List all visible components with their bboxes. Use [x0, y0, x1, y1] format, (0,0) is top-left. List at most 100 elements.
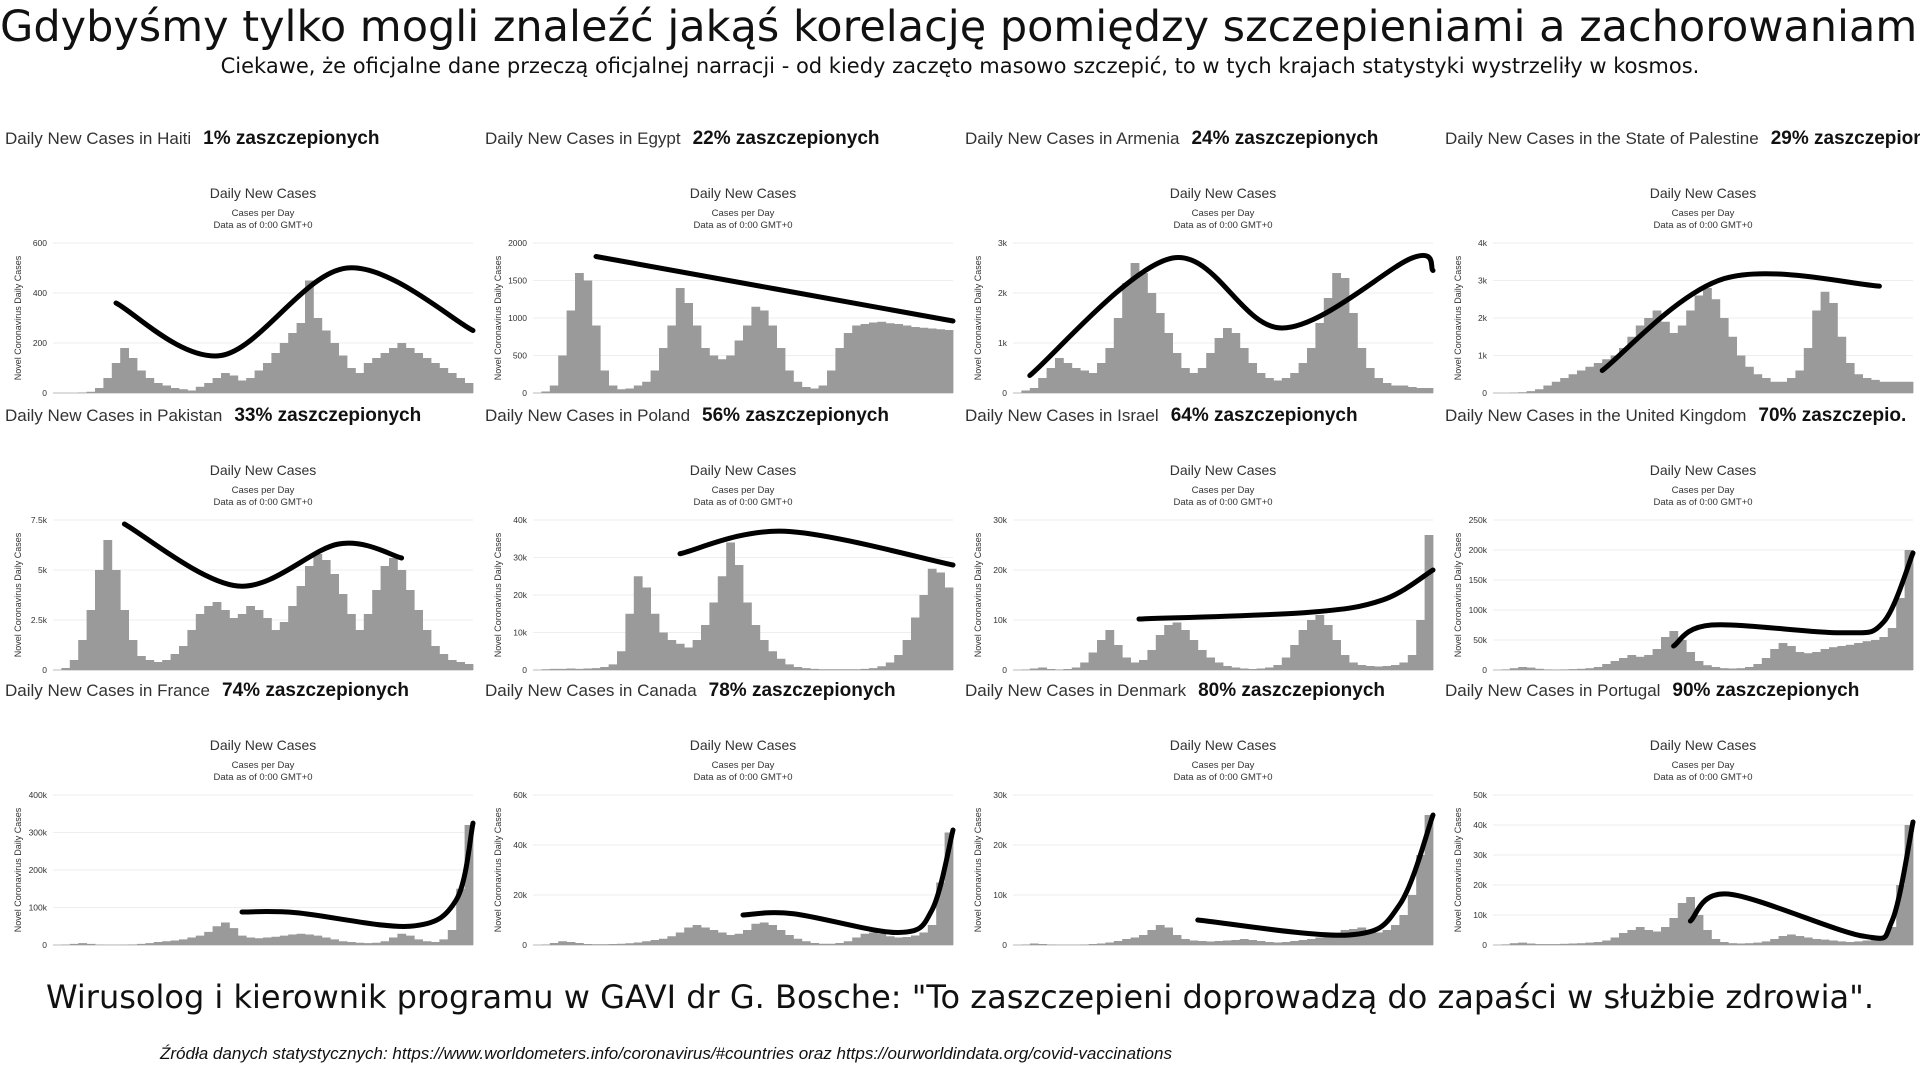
bar	[709, 930, 719, 945]
chart-title: Daily New Cases	[210, 462, 317, 478]
bar	[464, 383, 474, 393]
y-tick-label: 40k	[513, 840, 527, 850]
chart-panel: Daily New Cases in the State of Palestin…	[1445, 128, 1920, 398]
bar	[1619, 348, 1628, 393]
bar	[246, 606, 255, 670]
y-tick-label: 20k	[513, 890, 527, 900]
bar	[608, 385, 618, 393]
chart-title: Daily New Cases	[690, 462, 797, 478]
bar	[1761, 378, 1771, 393]
bar	[1862, 641, 1872, 670]
bar	[1778, 936, 1788, 945]
bar	[558, 355, 567, 393]
bar	[894, 655, 903, 670]
bar	[397, 933, 407, 945]
y-tick-label: 0	[42, 940, 47, 950]
bar	[617, 943, 626, 945]
chart-note: Data as of 0:00 GMT+0	[1653, 497, 1752, 508]
vaccination-rate: 22% zaszczepionych	[692, 128, 880, 149]
bar	[1535, 668, 1544, 670]
bar	[1703, 665, 1712, 670]
chart-country-label: Daily New Cases in France 74% zaszczepion…	[5, 680, 409, 702]
bar	[1029, 943, 1039, 945]
bar	[1214, 338, 1224, 393]
bar	[1197, 650, 1207, 670]
y-axis-label: Novel Coronavirus Daily Cases	[13, 255, 23, 380]
trend-line	[1136, 567, 1436, 622]
bar	[414, 353, 423, 393]
bar	[380, 941, 390, 945]
vaccination-rate: 56% zaszczepionych	[702, 405, 889, 426]
bar	[1509, 668, 1519, 670]
bar	[633, 942, 643, 945]
bar	[927, 925, 937, 945]
bar	[1568, 669, 1578, 670]
bar	[717, 932, 727, 945]
chart-subtitle: Cases per Day	[1672, 760, 1735, 771]
bar	[179, 939, 188, 945]
chart-panel: Daily New Cases in France 74% zaszczepion…	[5, 680, 476, 950]
bar	[1265, 378, 1274, 393]
y-axis-label: Novel Coronavirus Daily Cases	[493, 807, 503, 932]
trend-line	[1027, 253, 1436, 378]
bar	[1627, 930, 1637, 945]
y-tick-label: 0	[42, 665, 47, 675]
bar	[944, 587, 954, 670]
bar	[583, 668, 593, 670]
y-tick-label: 1500	[508, 276, 527, 286]
chart-subtitle: Cases per Day	[1192, 760, 1255, 771]
vaccination-rate: 90% zaszczepionych	[1672, 680, 1860, 701]
bar	[549, 385, 559, 393]
bar	[1172, 935, 1182, 945]
bar	[330, 939, 339, 945]
bar	[1197, 368, 1207, 393]
bar	[1248, 363, 1257, 393]
chart-note: Data as of 0:00 GMT+0	[693, 220, 792, 231]
bar	[717, 359, 727, 393]
chart-country-label: Daily New Cases in Pakistan 33% zaszczepi…	[5, 405, 421, 427]
bar	[919, 327, 929, 393]
bar	[212, 378, 222, 393]
bar	[305, 566, 314, 670]
bar	[1568, 374, 1578, 393]
bar	[321, 330, 331, 393]
vaccination-rate: 80% zaszczepionych	[1198, 680, 1385, 701]
bar	[1189, 940, 1199, 945]
bar	[1265, 667, 1274, 670]
bar	[204, 383, 213, 393]
country-name: Daily New Cases in Egypt	[485, 129, 681, 148]
bar	[1097, 640, 1106, 670]
chart-panel: Daily New Cases in Denmark 80% zaszczepio…	[965, 680, 1436, 950]
bar	[1231, 940, 1241, 945]
bar	[936, 329, 945, 393]
bar	[793, 381, 803, 393]
bar	[835, 669, 845, 670]
bar	[1290, 373, 1299, 393]
bar	[1349, 313, 1358, 393]
bar	[1340, 278, 1350, 393]
bar	[422, 358, 432, 393]
bar	[204, 606, 213, 670]
bar	[1610, 355, 1620, 393]
y-tick-label: 0	[1482, 940, 1487, 950]
y-tick-label: 2000	[508, 238, 527, 248]
bar	[1577, 668, 1586, 670]
bar	[1323, 298, 1333, 393]
bar	[667, 640, 677, 670]
bar	[1055, 669, 1064, 670]
bar	[659, 938, 668, 945]
bar	[1854, 374, 1863, 393]
chart-title: Daily New Cases	[1170, 737, 1277, 753]
bar	[684, 303, 693, 393]
bar	[195, 935, 205, 945]
bar	[549, 668, 559, 670]
y-tick-label: 200k	[1469, 545, 1488, 555]
bar	[1407, 655, 1417, 670]
bar	[1172, 353, 1182, 393]
bar	[1787, 646, 1796, 670]
